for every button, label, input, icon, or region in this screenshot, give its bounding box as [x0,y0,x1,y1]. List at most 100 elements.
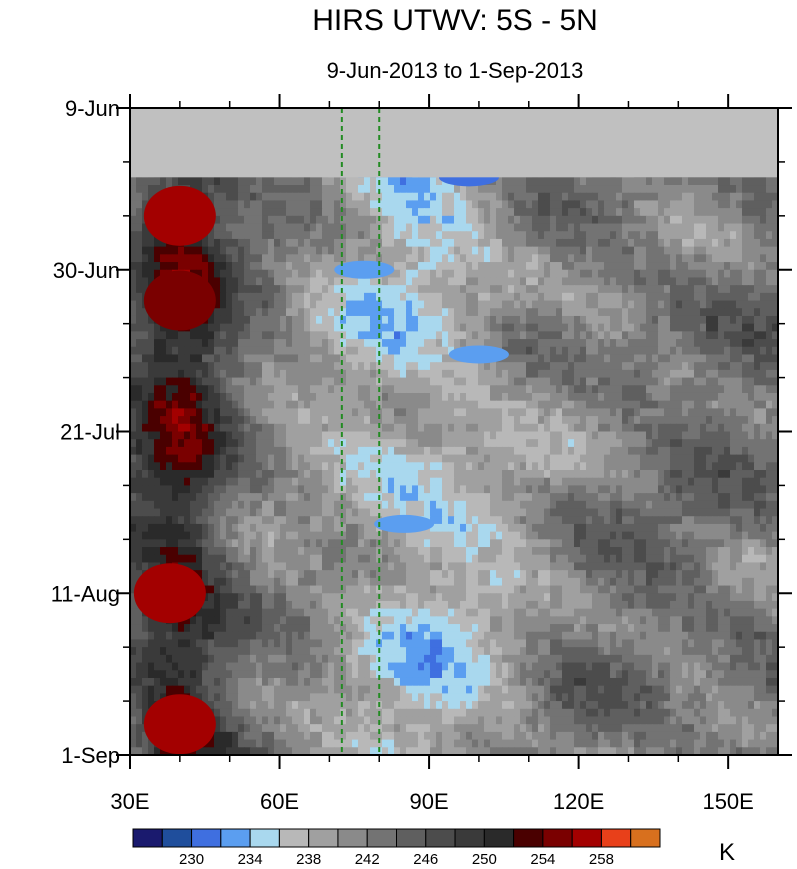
field-cell [472,200,479,209]
field-cell [514,238,521,248]
field-cell [184,416,191,425]
field-cell [586,439,593,448]
field-cell [292,185,299,194]
field-cell [430,446,437,456]
field-cell [520,192,527,202]
field-cell [658,362,665,371]
field-cell [550,177,557,186]
field-cell [250,462,257,471]
field-cell [646,269,653,279]
field-cell [388,362,395,371]
field-cell [352,254,359,263]
field-cell [574,431,581,440]
field-cell [604,262,611,271]
field-cell [508,192,515,202]
field-cell [730,392,737,402]
field-cell [172,331,179,340]
field-cell [442,408,449,417]
field-cell [538,446,545,456]
field-cell [418,446,425,456]
field-cell [370,408,377,417]
field-cell [742,285,749,294]
field-cell [442,323,449,332]
field-cell [616,315,623,325]
field-cell [706,208,713,217]
field-cell [694,423,701,433]
field-cell [178,416,185,425]
field-cell [640,392,647,402]
field-cell [196,238,203,248]
field-cell [334,292,341,302]
field-cell [166,446,173,456]
field-cell [232,339,239,348]
field-cell [712,416,719,425]
field-cell [202,339,209,348]
field-cell [244,231,251,240]
field-cell [754,200,761,209]
field-cell [604,292,611,302]
field-cell [670,315,677,325]
field-cell [316,208,323,217]
field-cell [520,238,527,248]
field-cell [568,408,575,417]
field-cell [130,177,137,186]
field-cell [760,300,767,309]
field-cell [154,346,161,356]
field-cell [232,300,239,309]
field-cell [550,431,557,440]
field-cell [364,408,371,417]
field-cell [466,423,473,433]
field-cell [748,208,755,217]
field-cell [700,215,707,225]
field-cell [658,254,665,263]
field-cell [682,192,689,202]
field-cell [418,300,425,309]
field-cell [508,431,515,440]
field-cell [358,339,365,348]
field-cell [646,431,653,440]
field-cell [496,277,503,286]
field-cell [298,277,305,286]
field-cell [484,254,491,263]
field-cell [772,200,778,209]
field-cell [154,416,161,425]
field-cell [346,323,353,332]
field-cell [430,454,437,463]
field-cell [448,431,455,440]
field-cell [418,323,425,332]
field-cell [610,323,617,332]
field-cell [256,331,263,340]
field-cell [598,400,605,409]
field-cell [484,323,491,332]
field-cell [628,377,635,386]
field-cell [700,323,707,332]
field-cell [268,446,275,456]
field-cell [274,385,281,394]
field-cell [256,346,263,356]
field-cell [352,339,359,348]
field-cell [184,454,191,463]
field-cell [268,400,275,409]
field-cell [550,369,557,379]
field-cell [268,192,275,202]
field-cell [256,462,263,471]
field-cell [262,285,269,294]
field-cell [736,277,743,286]
field-cell [244,177,251,186]
field-cell [742,192,749,202]
field-cell [412,300,419,309]
field-cell [280,408,287,417]
field-cell [634,223,641,232]
contour-field [130,108,778,755]
field-cell [226,423,233,433]
field-cell [760,385,767,394]
field-cell [586,292,593,302]
field-cell [274,254,281,263]
field-cell [688,416,695,425]
field-cell [490,362,497,371]
field-cell [664,300,671,309]
field-cell [610,215,617,225]
field-cell [700,254,707,263]
field-cell [580,285,587,294]
field-cell [232,315,239,325]
